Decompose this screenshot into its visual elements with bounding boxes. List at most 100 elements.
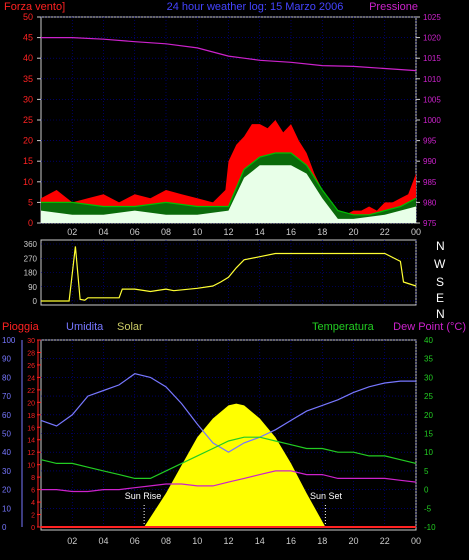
pressure-tick-label: 985 bbox=[423, 178, 437, 187]
rain-tick-label: 18 bbox=[27, 413, 35, 420]
rain-tick-label: 30 bbox=[27, 338, 35, 345]
rain-tick-label: 28 bbox=[27, 350, 35, 357]
rain-axis-title: Pioggia bbox=[2, 321, 40, 333]
wind-tick-label: 35 bbox=[23, 74, 33, 84]
direction-tick-label: 180 bbox=[24, 269, 38, 278]
wind-x-tick-label: 00 bbox=[411, 227, 421, 237]
wind-tick-label: 40 bbox=[23, 53, 33, 63]
temperature-tick-label: 40 bbox=[424, 336, 433, 345]
bottom-x-tick-label: 20 bbox=[348, 536, 358, 546]
bottom-x-tick-label: 22 bbox=[380, 536, 390, 546]
bottom-x-tick-label: 02 bbox=[67, 536, 77, 546]
wind-tick-label: 45 bbox=[23, 33, 33, 43]
pressure-tick-label: 995 bbox=[423, 137, 437, 146]
temperature-tick-label: 25 bbox=[424, 392, 433, 401]
temperature-tick-label: -5 bbox=[424, 504, 432, 513]
humidity-tick-label: 70 bbox=[2, 392, 11, 401]
pressure-tick-label: 1015 bbox=[423, 54, 441, 63]
temperature-tick-label: 35 bbox=[424, 355, 433, 364]
compass-n-bottom: N bbox=[436, 307, 445, 321]
rain-tick-label: 24 bbox=[27, 375, 35, 382]
chart-title: 24 hour weather log: 15 Marzo 2006 bbox=[167, 1, 344, 13]
wind-tick-label: 10 bbox=[23, 177, 33, 187]
wind-tick-label: 50 bbox=[23, 12, 33, 22]
rain-tick-label: 4 bbox=[31, 500, 35, 507]
humidity-tick-label: 100 bbox=[2, 336, 16, 345]
temperature-tick-label: 0 bbox=[424, 486, 429, 495]
humidity-tick-label: 40 bbox=[2, 448, 11, 457]
rain-tick-label: 8 bbox=[31, 475, 35, 482]
wind-x-tick-label: 14 bbox=[255, 227, 265, 237]
temperature-line bbox=[40, 436, 417, 479]
sunset-label: Sun Set bbox=[310, 491, 343, 501]
wind-x-tick-label: 06 bbox=[130, 227, 140, 237]
compass-s: S bbox=[436, 275, 444, 289]
wind-x-tick-label: 02 bbox=[67, 227, 77, 237]
pressure-tick-label: 980 bbox=[423, 198, 437, 207]
temperature-tick-label: 15 bbox=[424, 430, 433, 439]
pressure-axis-title: Pressione bbox=[369, 1, 418, 13]
solar-axis-title: Solar bbox=[117, 321, 143, 333]
temperature-axis-title: Temperatura bbox=[312, 321, 375, 333]
rain-tick-label: 12 bbox=[27, 450, 35, 457]
rain-tick-label: 10 bbox=[27, 463, 35, 470]
temperature-tick-label: 10 bbox=[424, 448, 433, 457]
compass-w: W bbox=[434, 257, 446, 271]
humidity-tick-label: 0 bbox=[2, 523, 7, 532]
wind-average-line bbox=[41, 152, 417, 216]
bottom-x-tick-label: 00 bbox=[411, 536, 421, 546]
bottom-x-tick-label: 04 bbox=[98, 536, 108, 546]
humidity-line bbox=[40, 373, 416, 453]
rain-tick-label: 26 bbox=[27, 363, 35, 370]
wind-direction-panel: 0 90 180 270 360 bbox=[24, 240, 417, 306]
wind-direction-line bbox=[41, 246, 417, 302]
rain-tick-label: 6 bbox=[31, 488, 35, 495]
rain-tick-label: 2 bbox=[31, 513, 35, 520]
compass-n-top: N bbox=[436, 239, 445, 253]
temperature-tick-label: -10 bbox=[424, 523, 436, 532]
wind-x-tick-label: 10 bbox=[192, 227, 202, 237]
pressure-tick-label: 1020 bbox=[423, 34, 441, 43]
pressure-tick-label: 1010 bbox=[423, 75, 441, 84]
bottom-x-tick-label: 10 bbox=[192, 536, 202, 546]
temperature-tick-label: 20 bbox=[424, 411, 433, 420]
compass-e: E bbox=[436, 291, 444, 305]
wind-pressure-panel: 0510152025303540455097598098599099510001… bbox=[23, 12, 441, 237]
solar-area bbox=[144, 403, 326, 527]
rain-tick-label: 22 bbox=[27, 388, 35, 395]
pressure-tick-label: 1005 bbox=[423, 95, 441, 104]
temperature-tick-label: 5 bbox=[424, 467, 429, 476]
humidity-tick-label: 50 bbox=[2, 430, 11, 439]
humidity-tick-label: 60 bbox=[2, 411, 11, 420]
pressure-tick-label: 990 bbox=[423, 157, 437, 166]
humidity-tick-label: 90 bbox=[2, 355, 11, 364]
temperature-humidity-panel: -10-505101520253035400102030405060708090… bbox=[2, 336, 436, 546]
wind-tick-label: 15 bbox=[23, 156, 33, 166]
rain-tick-label: 16 bbox=[27, 425, 35, 432]
wind-x-tick-label: 08 bbox=[161, 227, 171, 237]
pressure-line bbox=[41, 36, 417, 72]
humidity-tick-label: 80 bbox=[2, 373, 11, 382]
wind-x-tick-label: 18 bbox=[317, 227, 327, 237]
wind-tick-label: 0 bbox=[28, 218, 33, 228]
bottom-x-tick-label: 16 bbox=[286, 536, 296, 546]
rain-tick-label: 0 bbox=[31, 525, 35, 532]
bottom-x-tick-label: 18 bbox=[317, 536, 327, 546]
bottom-x-tick-label: 08 bbox=[161, 536, 171, 546]
wind-lull-area bbox=[41, 165, 416, 223]
humidity-tick-label: 10 bbox=[2, 504, 11, 513]
direction-tick-label: 90 bbox=[28, 283, 37, 292]
humidity-tick-label: 20 bbox=[2, 486, 11, 495]
bottom-x-tick-label: 12 bbox=[223, 536, 233, 546]
pressure-tick-label: 1000 bbox=[423, 116, 441, 125]
pressure-tick-label: 1025 bbox=[423, 13, 441, 22]
direction-tick-label: 270 bbox=[24, 254, 38, 263]
wind-tick-label: 30 bbox=[23, 94, 33, 104]
wind-tick-label: 5 bbox=[28, 197, 33, 207]
humidity-tick-label: 30 bbox=[2, 467, 11, 476]
wind-x-tick-label: 20 bbox=[348, 227, 358, 237]
rain-tick-label: 20 bbox=[27, 400, 35, 407]
rain-tick-label: 14 bbox=[27, 438, 35, 445]
